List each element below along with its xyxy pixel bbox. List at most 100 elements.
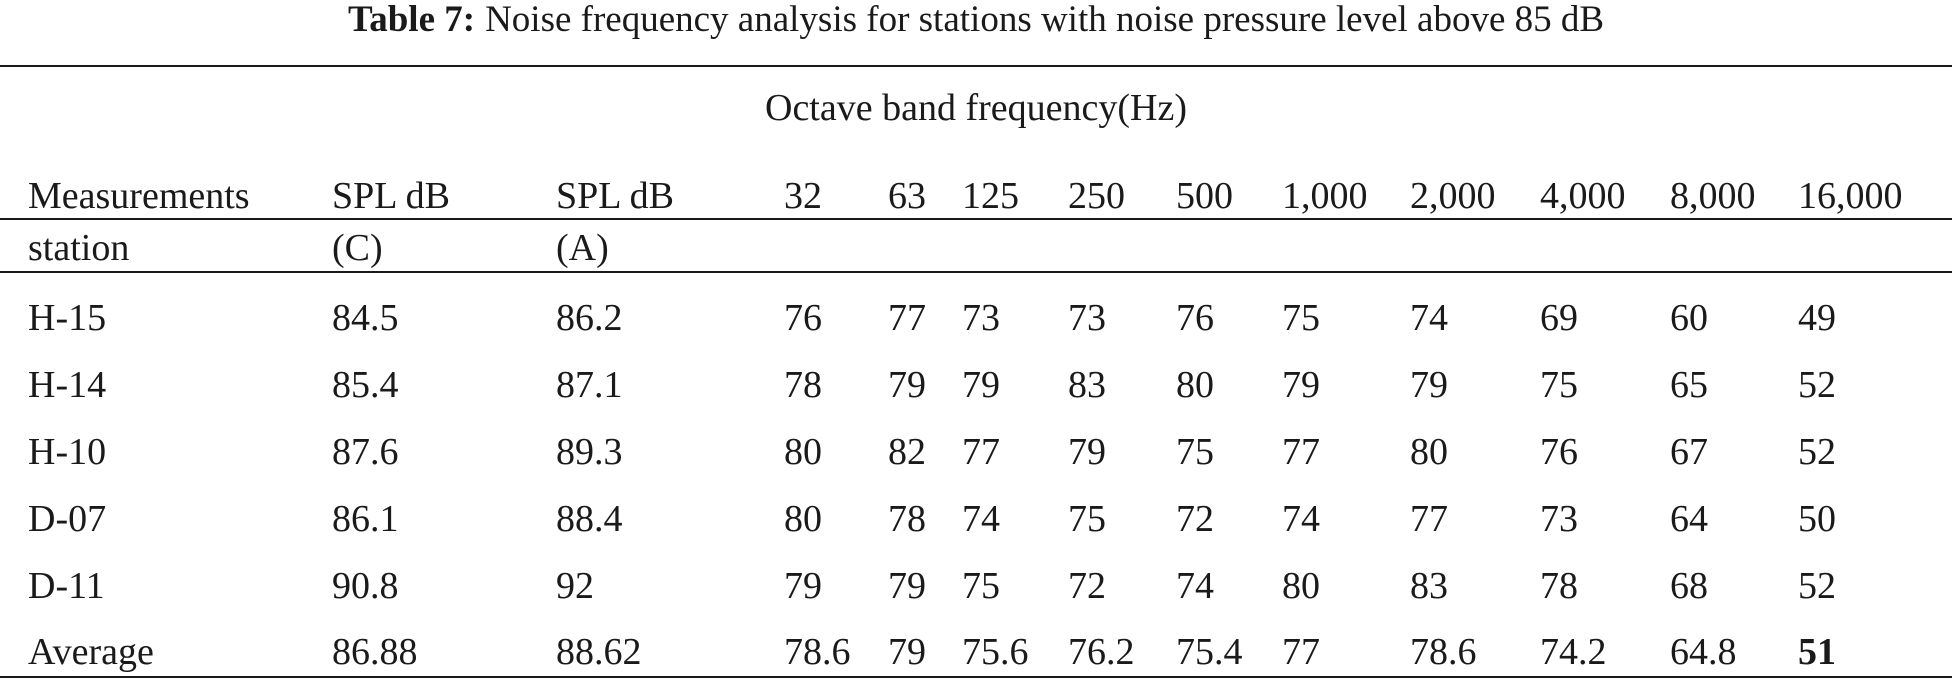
table-cell: 69 [1540, 297, 1578, 339]
table-cell: 79 [888, 631, 926, 673]
table-cell: 77 [1282, 431, 1320, 473]
table-cell: 87.1 [556, 364, 623, 406]
column-header-4-000: 4,000 [1540, 170, 1626, 222]
caption-label: Table 7: [347, 0, 476, 40]
station-cell: D-11 [28, 565, 105, 607]
station-cell: H-10 [28, 431, 107, 473]
table-cell: 68 [1670, 565, 1708, 607]
table-cell: 67 [1670, 431, 1708, 473]
table-cell: 76 [1176, 297, 1214, 339]
table-cell: 74 [1410, 297, 1448, 339]
column-header-spl-db-c: SPL dB (C) [332, 170, 450, 274]
table-cell: 83 [1068, 364, 1106, 406]
column-header-line: SPL dB [332, 175, 450, 217]
column-header-16-000: 16,000 [1798, 170, 1903, 222]
table-cell: 79 [962, 364, 1000, 406]
header-rule [0, 271, 1952, 273]
table-cell: 79 [1068, 431, 1106, 473]
table-cell: 80 [1282, 565, 1320, 607]
top-rule [0, 65, 1952, 67]
column-header-1-000: 1,000 [1282, 170, 1368, 222]
column-header-line: Measurements [28, 175, 250, 217]
column-header-line: 63 [888, 175, 926, 217]
table-cell: 75 [962, 565, 1000, 607]
table-cell: 64.8 [1670, 631, 1737, 673]
table-cell: 88.4 [556, 498, 623, 540]
table-cell: 79 [888, 565, 926, 607]
table-cell: 79 [888, 364, 926, 406]
column-header-line: 500 [1176, 175, 1233, 217]
table-cell: 74 [1176, 565, 1214, 607]
table-cell: 79 [784, 565, 822, 607]
table-cell: 73 [1068, 297, 1106, 339]
column-header-line: 2,000 [1410, 175, 1496, 217]
table-cell: 84.5 [332, 297, 399, 339]
table-cell: 78 [1540, 565, 1578, 607]
table-cell: 50 [1798, 498, 1836, 540]
table-cell: 80 [1176, 364, 1214, 406]
table-cell: 77 [888, 297, 926, 339]
caption-text: Noise frequency analysis for stations wi… [485, 0, 1605, 40]
table-cell: 76.2 [1068, 631, 1135, 673]
table-cell: 82 [888, 431, 926, 473]
table-cell: 60 [1670, 297, 1708, 339]
table-cell: 52 [1798, 431, 1836, 473]
table-cell: 86.1 [332, 498, 399, 540]
table-cell: 75.4 [1176, 631, 1243, 673]
table-caption: Table 7: Noise frequency analysis for sta… [0, 0, 1952, 40]
column-header-line: 125 [962, 175, 1019, 217]
table-cell: 74 [962, 498, 1000, 540]
table-cell: 73 [962, 297, 1000, 339]
table-cell: 83 [1410, 565, 1448, 607]
table-cell: 79 [1410, 364, 1448, 406]
column-header-spl-db-a: SPL dB (A) [556, 170, 674, 274]
table-cell: 90.8 [332, 565, 399, 607]
table-cell: 77 [1282, 631, 1320, 673]
table-cell: 72 [1068, 565, 1106, 607]
column-header-63: 63 [888, 170, 926, 222]
table-cell: 74.2 [1540, 631, 1607, 673]
table-cell: 75 [1068, 498, 1106, 540]
column-header-line: (C) [332, 227, 383, 269]
table-cell: 49 [1798, 297, 1836, 339]
station-cell: H-15 [28, 297, 107, 339]
station-cell: D-07 [28, 498, 107, 540]
column-header-line: 32 [784, 175, 822, 217]
column-header-line: station [28, 227, 130, 269]
column-header-2-000: 2,000 [1410, 170, 1496, 222]
table-cell: 52 [1798, 364, 1836, 406]
table-cell: 88.62 [556, 631, 642, 673]
table-cell: 92 [556, 565, 594, 607]
column-header-32: 32 [784, 170, 822, 222]
table-cell: 75.6 [962, 631, 1029, 673]
column-header-line: 4,000 [1540, 175, 1626, 217]
bottom-rule [0, 676, 1952, 678]
table-cell: 79 [1282, 364, 1320, 406]
station-cell: H-14 [28, 364, 107, 406]
table-cell: 65 [1670, 364, 1708, 406]
table-cell: 78 [888, 498, 926, 540]
column-header-line: (A) [556, 227, 609, 269]
table-cell: 75 [1540, 364, 1578, 406]
column-header-measurements-station: Measurements station [28, 170, 250, 274]
column-header-500: 500 [1176, 170, 1233, 222]
table-cell: 76 [1540, 431, 1578, 473]
table-cell: 78 [784, 364, 822, 406]
table-cell: 87.6 [332, 431, 399, 473]
table-cell: 80 [1410, 431, 1448, 473]
column-header-line: 1,000 [1282, 175, 1368, 217]
table-cell: 80 [784, 431, 822, 473]
table-cell: 86.2 [556, 297, 623, 339]
table-cell: 73 [1540, 498, 1578, 540]
station-cell: Average [28, 631, 154, 673]
column-header-250: 250 [1068, 170, 1125, 222]
table-cell: 74 [1282, 498, 1320, 540]
table-cell: 75 [1282, 297, 1320, 339]
table-cell: 77 [1410, 498, 1448, 540]
table-cell: 64 [1670, 498, 1708, 540]
column-header-125: 125 [962, 170, 1019, 222]
table-cell: 75 [1176, 431, 1214, 473]
table-cell: 86.88 [332, 631, 418, 673]
table-cell: 76 [784, 297, 822, 339]
table-cell: 77 [962, 431, 1000, 473]
